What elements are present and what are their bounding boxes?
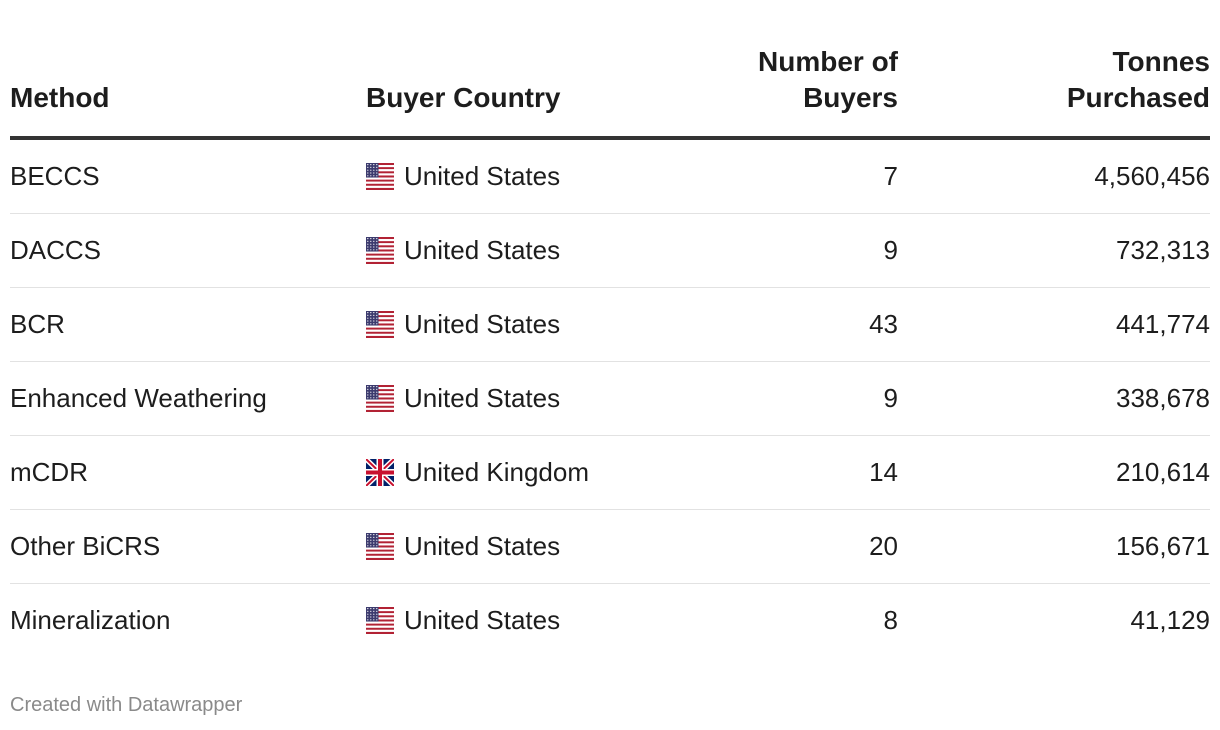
buyers-cell: 8	[883, 605, 898, 635]
buyers-cell: 20	[698, 509, 898, 584]
header-tonnes-label-line1: Tonnes	[1112, 46, 1210, 77]
header-buyers-label-line2: Buyers	[803, 82, 898, 113]
buyers-cell: 9	[698, 361, 898, 436]
country-cell: United States	[366, 138, 698, 214]
method-cell: Mineralization	[10, 605, 171, 635]
country-label: United States	[404, 309, 561, 339]
method-cell: BECCS	[10, 138, 366, 214]
table-row: DACCS United States 9 732,313	[10, 213, 1210, 288]
country-label: United Kingdom	[404, 457, 589, 487]
table-body: BECCS United States 7 4,560,456 DACCS Un…	[10, 138, 1210, 657]
method-cell: DACCS	[10, 213, 366, 288]
table-row: Enhanced Weathering United States 9 338,…	[10, 361, 1210, 436]
method-cell: Enhanced Weathering	[10, 361, 366, 436]
country-label: United States	[404, 235, 561, 265]
tonnes-cell: 156,671	[898, 509, 1210, 584]
buyers-cell: 14	[698, 435, 898, 510]
header-tonnes-label-line2: Purchased	[1066, 82, 1210, 113]
footer-credit[interactable]: Created with Datawrapper	[10, 694, 243, 716]
data-table: Method Buyer Country Number of Buyers To…	[10, 44, 1210, 657]
country-label: United States	[404, 531, 561, 561]
method-cell: mCDR	[10, 435, 366, 510]
header-buyers-label-line1: Number of	[758, 46, 898, 77]
tonnes-cell: 4,560,456	[898, 138, 1210, 214]
country-cell: United States	[366, 361, 698, 436]
buyers-cell: 9	[698, 213, 898, 288]
header-buyers[interactable]: Number of Buyers	[698, 44, 898, 140]
header-row: Method Buyer Country Number of Buyers To…	[10, 44, 1210, 140]
table-row: BECCS United States 7 4,560,456	[10, 138, 1210, 214]
country-cell: United States	[366, 287, 698, 362]
tonnes-cell: 732,313	[898, 213, 1210, 288]
table-row: BCR United States 43 441,774	[10, 287, 1210, 362]
table-row: Mineralization United States 8 41,129	[10, 584, 1210, 658]
method-cell: BCR	[10, 287, 366, 362]
tonnes-cell: 441,774	[898, 287, 1210, 362]
buyers-cell: 7	[698, 138, 898, 214]
header-method-label: Method	[10, 82, 110, 113]
method-cell: Other BiCRS	[10, 509, 366, 584]
us-flag-icon	[366, 385, 394, 412]
table-row: mCDR United Kingdom 14 210,614	[10, 435, 1210, 510]
buyers-cell: 43	[698, 287, 898, 362]
us-flag-icon	[366, 311, 394, 338]
header-country-label: Buyer Country	[366, 82, 561, 113]
country-label: United States	[404, 605, 561, 635]
us-flag-icon	[366, 607, 394, 634]
uk-flag-icon	[364, 457, 396, 488]
table-row: Other BiCRS United States 20 156,671	[10, 509, 1210, 584]
country-label: United States	[404, 161, 561, 191]
us-flag-icon	[366, 163, 394, 190]
country-cell: United States	[366, 213, 698, 288]
us-flag-icon	[366, 533, 394, 560]
header-country[interactable]: Buyer Country	[366, 44, 698, 140]
country-cell: United Kingdom	[364, 435, 698, 510]
us-flag-icon	[366, 237, 394, 264]
country-cell: United States	[366, 509, 698, 584]
header-method[interactable]: Method	[10, 44, 366, 140]
country-cell: United States	[366, 584, 698, 658]
header-tonnes[interactable]: Tonnes Purchased	[898, 44, 1210, 140]
tonnes-cell: 338,678	[898, 361, 1210, 436]
country-label: United States	[404, 383, 561, 413]
tonnes-cell: 210,614	[898, 435, 1210, 510]
tonnes-cell: 41,129	[1130, 605, 1210, 635]
